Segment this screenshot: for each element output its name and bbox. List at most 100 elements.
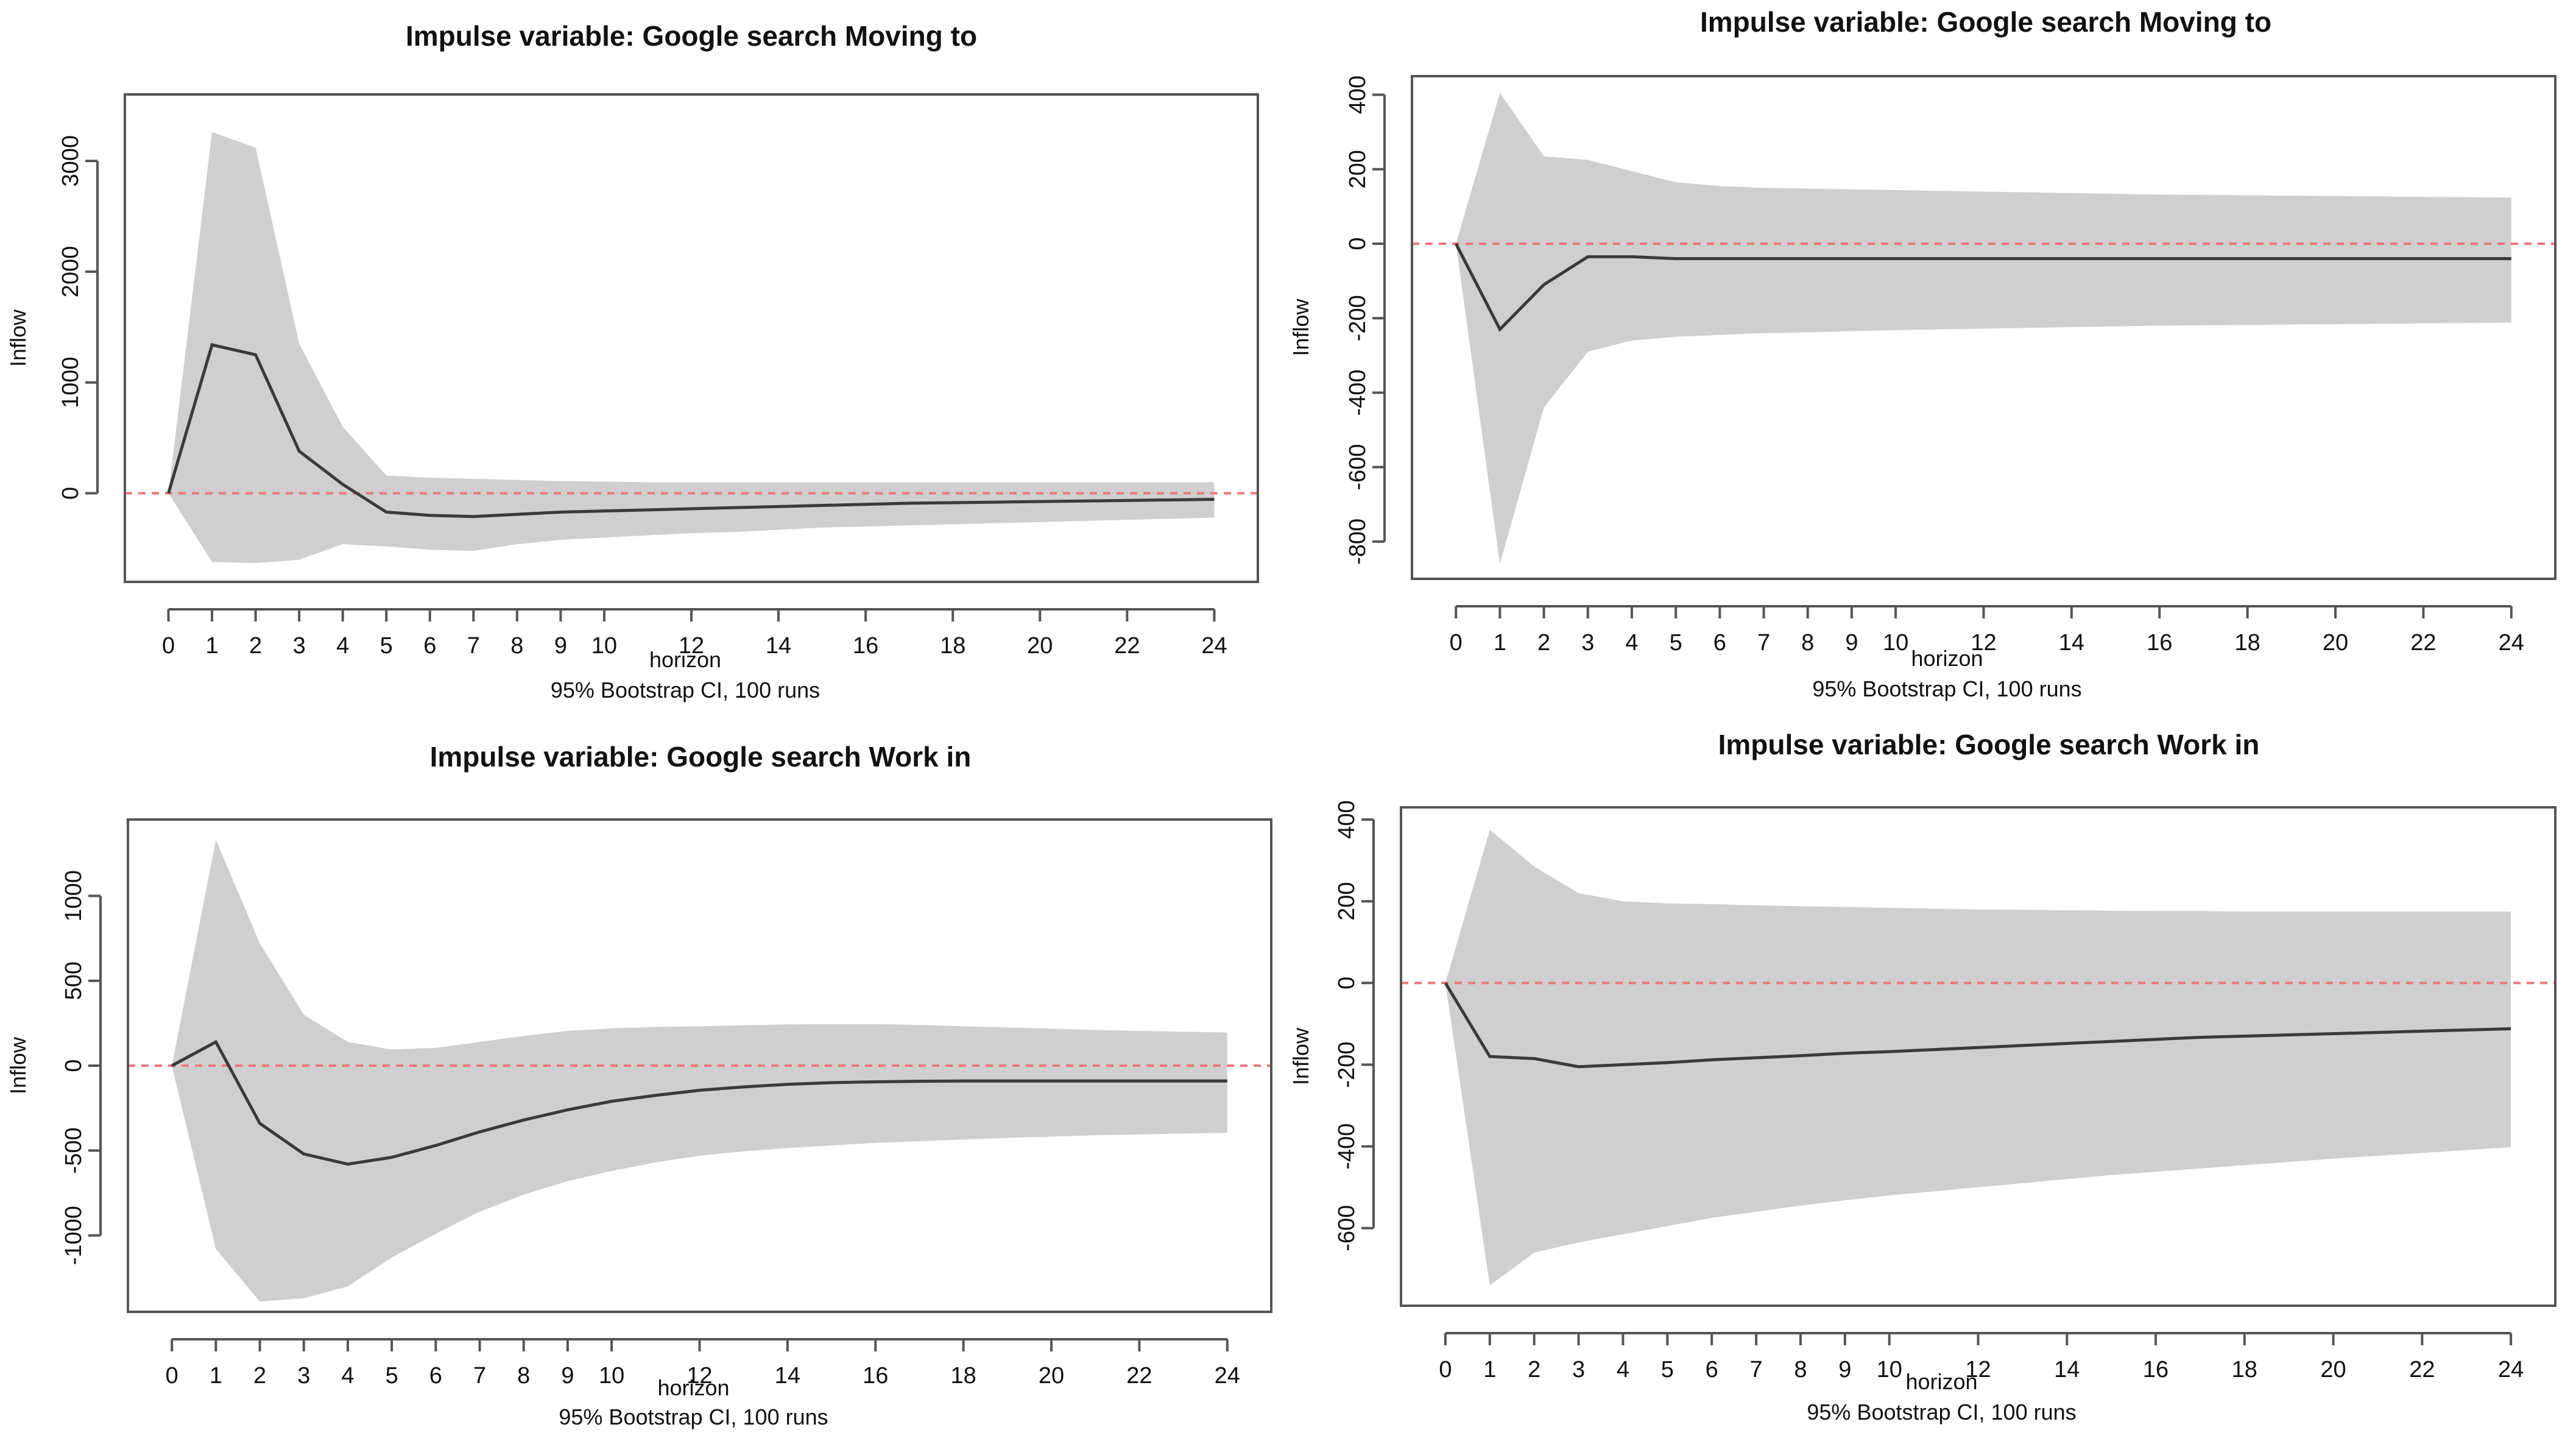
panel-title: Impulse variable: Google search Work in (1718, 729, 2260, 760)
x-tick-label: 18 (2232, 1357, 2257, 1383)
x-tick-label: 22 (1114, 633, 1140, 659)
x-tick-label: 6 (423, 633, 436, 659)
irf-line (167, 342, 1215, 519)
chart-panel-3: 0 1 2 3 4 5 6 7 8 9 10 12 14 16 18 20 22 24-1000-50005001… (5, 741, 1272, 1429)
y-tick-label: 0 (58, 487, 83, 500)
x-tick-label: 9 (1845, 630, 1858, 656)
y-tick-label: 500 (61, 961, 86, 1000)
x-tick-label: 1 (1483, 1357, 1496, 1383)
x-tick-label: 20 (2320, 1357, 2346, 1383)
x-tick-label: 14 (2059, 630, 2084, 656)
y-tick-label: 0 (1345, 237, 1371, 250)
x-tick-label: 5 (1661, 1357, 1674, 1383)
chart-panel-2: 0 1 2 3 4 5 6 7 8 9 10 12 14 16 18 20 22 24-800-600-400-2… (1288, 6, 2557, 701)
x-tick-label: 10 (1877, 1357, 1902, 1383)
y-tick-label: -500 (61, 1127, 86, 1174)
x-tick-label: 6 (1713, 630, 1726, 656)
x-tick-label: 16 (2143, 1357, 2168, 1383)
x-axis-subtitle: 95% Bootstrap CI, 100 runs (1812, 676, 2081, 701)
x-tick-label: 24 (1215, 1363, 1240, 1389)
x-tick-label: 9 (1838, 1357, 1851, 1383)
x-tick-label: 3 (1572, 1357, 1585, 1383)
x-tick-label: 12 (1971, 630, 1996, 656)
x-axis-subtitle: 95% Bootstrap CI, 100 runs (1807, 1400, 2076, 1425)
x-tick-label: 4 (336, 633, 349, 659)
x-axis-subtitle: 95% Bootstrap CI, 100 runs (551, 678, 820, 703)
x-tick-label: 8 (1794, 1357, 1807, 1383)
panel-title: Impulse variable: Google search Work in (430, 741, 972, 773)
x-tick-label: 6 (429, 1363, 442, 1389)
ci-band (1456, 93, 2511, 564)
x-axis-title: horizon (657, 1375, 729, 1400)
x-axis-title: horizon (1911, 646, 1983, 671)
x-tick-label: 4 (341, 1363, 354, 1389)
x-tick-label: 8 (510, 633, 523, 659)
x-tick-label: 3 (1581, 630, 1594, 656)
x-tick-label: 24 (1201, 633, 1227, 659)
y-tick-label: -1000 (61, 1206, 86, 1265)
y-tick-label: 400 (1334, 800, 1360, 838)
x-tick-label: 8 (1801, 630, 1814, 656)
y-tick-label: -400 (1345, 369, 1371, 416)
x-tick-label: 9 (554, 633, 567, 659)
x-tick-label: 24 (2498, 1357, 2524, 1383)
x-tick-label: 2 (249, 633, 262, 659)
x-tick-label: 5 (386, 1363, 398, 1389)
x-tick-label: 7 (467, 633, 480, 659)
x-tick-label: 24 (2499, 630, 2524, 656)
x-tick-label: 18 (2235, 630, 2260, 656)
x-tick-label: 14 (2054, 1357, 2080, 1383)
x-tick-label: 1 (210, 1363, 222, 1389)
y-axis-title: Inflow (5, 309, 30, 367)
x-tick-label: 7 (1750, 1357, 1763, 1383)
x-tick-label: 20 (2323, 630, 2348, 656)
x-tick-label: 22 (2409, 1357, 2435, 1383)
y-tick-label: 200 (1334, 882, 1360, 921)
y-axis-title: Inflow (1288, 298, 1313, 356)
ci-band (172, 840, 1227, 1302)
x-tick-label: 10 (1883, 630, 1908, 656)
x-tick-label: 16 (853, 633, 878, 659)
plot-frame (1400, 806, 2557, 1307)
chart-panel-4: 0 1 2 3 4 5 6 7 8 9 10 12 14 16 18 20 22 24-600-400-20002… (1288, 729, 2557, 1425)
x-tick-label: 4 (1617, 1357, 1629, 1383)
y-tick-label: -800 (1345, 519, 1371, 565)
x-tick-label: 0 (1439, 1357, 1452, 1383)
x-tick-label: 14 (775, 1363, 800, 1389)
x-tick-label: 7 (1757, 630, 1770, 656)
y-tick-label: 2000 (58, 246, 83, 298)
y-tick-label: -200 (1345, 295, 1371, 341)
y-tick-label: 1000 (58, 356, 83, 408)
irf-line (1454, 243, 2511, 332)
x-tick-label: 16 (2147, 630, 2172, 656)
x-tick-label: 7 (473, 1363, 486, 1389)
x-tick-label: 10 (591, 633, 617, 659)
y-tick-label: 400 (1345, 76, 1371, 114)
x-tick-label: 9 (561, 1363, 574, 1389)
y-tick-label: 1000 (61, 870, 86, 922)
x-tick-label: 2 (253, 1363, 266, 1389)
irf-line (1444, 982, 2511, 1069)
ci-band (168, 132, 1215, 564)
x-tick-label: 3 (297, 1363, 310, 1389)
x-tick-label: 2 (1528, 1357, 1540, 1383)
plot-frame (1411, 75, 2557, 580)
x-tick-label: 0 (166, 1363, 178, 1389)
x-tick-label: 4 (1625, 630, 1638, 656)
x-tick-label: 2 (1537, 630, 1550, 656)
x-tick-label: 6 (1706, 1357, 1718, 1383)
irf-line (171, 1039, 1227, 1166)
x-tick-label: 20 (1039, 1363, 1064, 1389)
y-tick-label: -600 (1345, 444, 1371, 490)
panel-title: Impulse variable: Google search Moving t… (1700, 6, 2271, 38)
x-tick-label: 1 (1494, 630, 1506, 656)
x-tick-label: 18 (951, 1363, 976, 1389)
plot-frame (127, 818, 1272, 1313)
x-tick-label: 3 (293, 633, 306, 659)
x-tick-label: 5 (1670, 630, 1682, 656)
x-tick-label: 20 (1027, 633, 1053, 659)
plot-frame (124, 93, 1259, 583)
y-tick-label: 0 (61, 1059, 86, 1072)
y-tick-label: -400 (1334, 1123, 1360, 1169)
